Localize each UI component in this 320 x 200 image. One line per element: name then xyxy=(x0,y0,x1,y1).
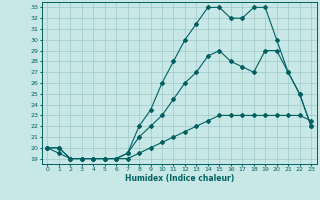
X-axis label: Humidex (Indice chaleur): Humidex (Indice chaleur) xyxy=(124,174,234,183)
